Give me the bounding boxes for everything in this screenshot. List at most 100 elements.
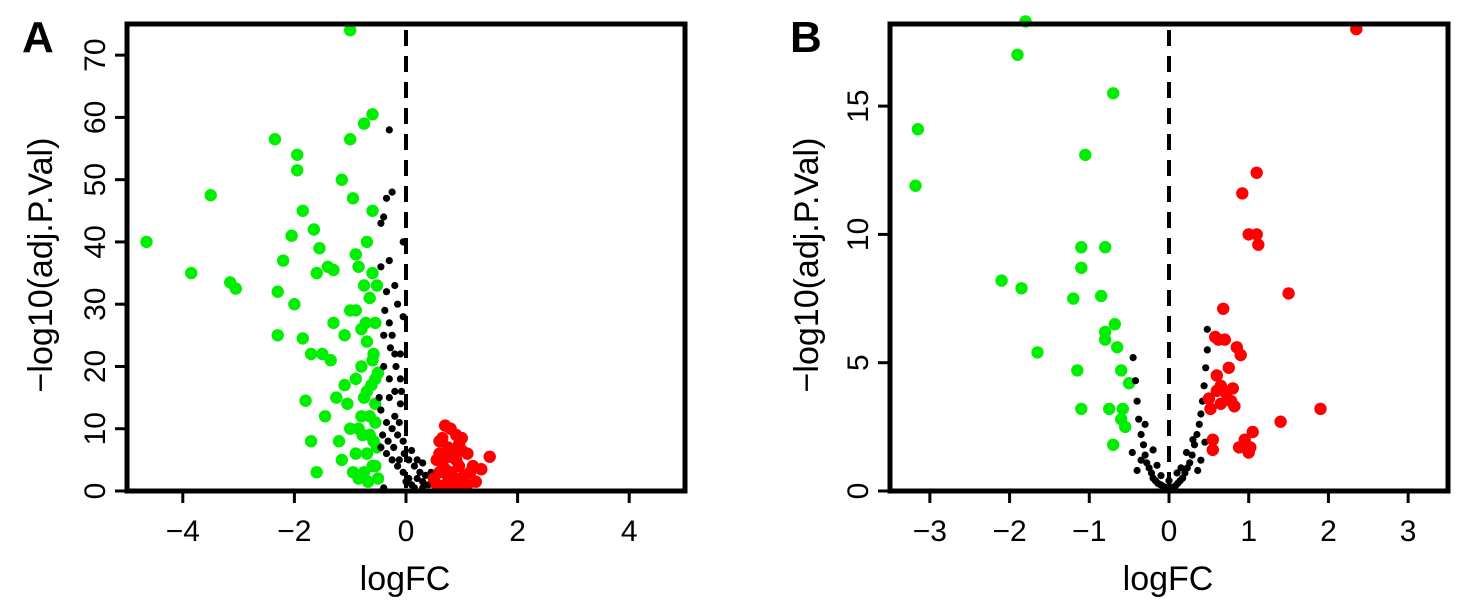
data-point-ns xyxy=(396,400,404,408)
data-point-down xyxy=(338,329,351,342)
panel-label-b: B xyxy=(790,13,822,62)
data-point-down xyxy=(369,316,382,330)
data-point-up xyxy=(1226,382,1240,395)
data-point-ns xyxy=(397,387,406,395)
data-point-up xyxy=(1218,333,1232,346)
data-point-up xyxy=(1206,433,1220,446)
y-tick-label: 0 xyxy=(79,483,112,500)
data-point-up xyxy=(1206,443,1220,457)
data-point-ns xyxy=(377,263,385,271)
data-point-ns xyxy=(1133,466,1141,475)
data-point-ns xyxy=(1129,354,1137,362)
data-point-ns xyxy=(410,462,418,470)
y-tick-label: 60 xyxy=(79,101,112,134)
data-point-ns xyxy=(395,456,403,464)
data-point-down xyxy=(307,223,321,236)
data-point-up xyxy=(1274,415,1287,428)
data-point-ns xyxy=(1177,464,1185,472)
y-tick-label: 40 xyxy=(79,225,112,258)
data-point-ns xyxy=(380,331,388,339)
data-point-up xyxy=(1209,330,1222,344)
x-tick-label: 1 xyxy=(1240,515,1257,548)
data-point-ns xyxy=(421,471,430,479)
data-point-down xyxy=(356,428,369,442)
data-point-ns xyxy=(382,288,391,296)
data-point-ns xyxy=(395,418,403,427)
data-point-down xyxy=(355,360,368,373)
x-axis-title-a: logFC xyxy=(360,560,451,598)
data-point-ns xyxy=(1197,456,1205,464)
data-point-down xyxy=(370,279,384,292)
x-tick-label: −1 xyxy=(1072,515,1106,548)
data-point-ns xyxy=(388,456,396,464)
data-point-ns xyxy=(413,474,421,483)
data-point-down xyxy=(1099,333,1112,346)
data-point-ns xyxy=(377,219,385,227)
data-point-ns xyxy=(391,387,399,395)
y-tick-label: 15 xyxy=(842,89,875,122)
data-point-ns xyxy=(1189,436,1197,444)
x-tick-label: −2 xyxy=(992,515,1026,548)
data-point-ns xyxy=(408,446,416,455)
data-point-down xyxy=(335,453,348,467)
data-point-down xyxy=(1107,438,1120,451)
data-point-down xyxy=(1075,402,1088,416)
points-group-a xyxy=(140,24,496,493)
data-point-down xyxy=(367,347,380,361)
x-tick-label: 3 xyxy=(1400,515,1417,548)
data-point-ns xyxy=(1139,441,1148,449)
data-point-down xyxy=(288,298,301,311)
y-axis-title-a: −log10(adj.P.Val) xyxy=(22,138,60,393)
x-tick-label: 0 xyxy=(1161,515,1178,548)
data-point-ns xyxy=(380,213,388,221)
y-axis-b: 0 5 10 15 xyxy=(842,89,890,499)
data-point-ns xyxy=(1203,325,1211,333)
data-point-ns xyxy=(1135,415,1143,423)
data-point-down xyxy=(310,266,323,280)
data-point-down xyxy=(363,291,376,305)
data-point-down xyxy=(366,108,379,121)
data-point-down xyxy=(357,279,371,292)
data-point-down xyxy=(335,173,348,186)
x-axis-a: −4 −2 0 2 4 xyxy=(166,491,638,548)
data-point-down xyxy=(360,447,374,460)
y-axis-title-b: −log10(adj.P.Val) xyxy=(788,138,826,393)
volcano-plot-b: B −3 −2 −1 0 1 2 3 0 5 10 15 logFC −log10(adj.P.V… xyxy=(788,13,1451,598)
data-point-ns xyxy=(1133,397,1141,405)
data-point-down xyxy=(344,24,357,37)
data-point-down xyxy=(341,397,354,410)
data-point-down xyxy=(1111,341,1124,354)
data-point-down xyxy=(1103,402,1116,416)
x-tick-label: −2 xyxy=(277,515,311,548)
data-point-down xyxy=(338,378,351,392)
data-point-down xyxy=(995,274,1008,287)
data-point-up xyxy=(450,453,463,467)
data-point-ns xyxy=(385,126,393,134)
data-point-down xyxy=(359,316,372,330)
data-point-ns xyxy=(413,456,421,464)
data-point-ns xyxy=(1193,430,1201,439)
data-point-ns xyxy=(391,350,399,358)
data-point-down xyxy=(355,410,368,423)
data-point-down xyxy=(371,472,385,485)
points-group-b xyxy=(909,15,1363,492)
x-tick-label: 4 xyxy=(621,515,638,548)
data-point-down xyxy=(344,422,357,435)
data-point-ns xyxy=(1141,451,1149,459)
data-point-up xyxy=(475,463,488,476)
data-point-ns xyxy=(1186,459,1194,467)
data-point-up xyxy=(1314,402,1327,416)
data-point-up xyxy=(1236,187,1249,200)
data-point-ns xyxy=(1153,461,1161,469)
data-point-down xyxy=(330,391,343,404)
y-tick-label: 50 xyxy=(79,163,112,196)
y-tick-label: 20 xyxy=(79,350,112,383)
y-tick-label: 5 xyxy=(842,354,875,371)
x-tick-label: 0 xyxy=(398,515,415,548)
data-point-down xyxy=(204,189,217,202)
data-point-down xyxy=(268,133,282,146)
data-point-ns xyxy=(385,319,393,327)
data-point-up xyxy=(427,472,441,485)
data-point-up xyxy=(1214,397,1228,410)
data-point-down xyxy=(1015,282,1028,295)
